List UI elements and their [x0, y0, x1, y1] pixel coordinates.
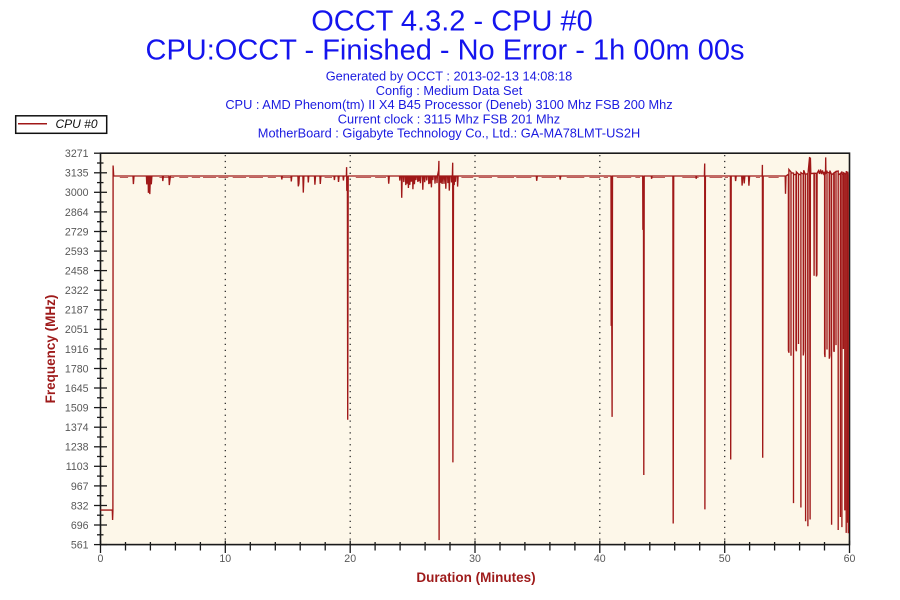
svg-text:967: 967	[71, 481, 89, 493]
svg-text:2593: 2593	[65, 246, 89, 258]
svg-text:20: 20	[344, 553, 356, 565]
svg-text:3271: 3271	[65, 148, 89, 160]
svg-text:Frequency (MHz): Frequency (MHz)	[43, 295, 58, 404]
svg-text:2322: 2322	[65, 285, 89, 297]
svg-text:3135: 3135	[65, 168, 89, 180]
svg-text:Generated by OCCT : 2013-02-13: Generated by OCCT : 2013-02-13 14:08:18	[326, 69, 573, 84]
svg-text:CPU:OCCT - Finished - No Error: CPU:OCCT - Finished - No Error - 1h 00m …	[146, 35, 745, 67]
svg-text:50: 50	[719, 553, 731, 565]
svg-text:Config : Medium Data Set: Config : Medium Data Set	[376, 83, 523, 98]
svg-text:2864: 2864	[65, 207, 89, 219]
svg-text:832: 832	[71, 500, 89, 512]
svg-text:1780: 1780	[65, 363, 89, 375]
svg-text:2729: 2729	[65, 226, 89, 238]
svg-text:1238: 1238	[65, 442, 89, 454]
svg-text:60: 60	[844, 553, 856, 565]
svg-text:1103: 1103	[66, 461, 89, 473]
svg-text:0: 0	[98, 553, 104, 565]
svg-text:1645: 1645	[65, 383, 89, 395]
svg-text:Current clock : 3115 Mhz FSB 2: Current clock : 3115 Mhz FSB 201 Mhz	[338, 111, 560, 126]
svg-text:Duration (Minutes): Duration (Minutes)	[416, 570, 535, 585]
svg-text:OCCT 4.3.2 - CPU #0: OCCT 4.3.2 - CPU #0	[311, 6, 593, 38]
svg-text:10: 10	[219, 553, 231, 565]
svg-text:2051: 2051	[65, 324, 89, 336]
svg-text:2458: 2458	[65, 266, 89, 278]
svg-text:561: 561	[71, 540, 89, 552]
svg-text:696: 696	[71, 520, 89, 532]
svg-text:1374: 1374	[65, 422, 89, 434]
svg-text:40: 40	[594, 553, 606, 565]
svg-text:MotherBoard : Gigabyte Technol: MotherBoard : Gigabyte Technology Co., L…	[258, 126, 640, 141]
svg-text:CPU #0: CPU #0	[56, 117, 98, 131]
svg-text:1509: 1509	[65, 403, 89, 415]
svg-text:1916: 1916	[65, 344, 89, 356]
svg-text:3000: 3000	[65, 187, 89, 199]
svg-text:CPU : AMD Phenom(tm) II X4 B45: CPU : AMD Phenom(tm) II X4 B45 Processor…	[225, 97, 672, 112]
svg-text:30: 30	[469, 553, 481, 565]
svg-text:2187: 2187	[65, 305, 89, 317]
